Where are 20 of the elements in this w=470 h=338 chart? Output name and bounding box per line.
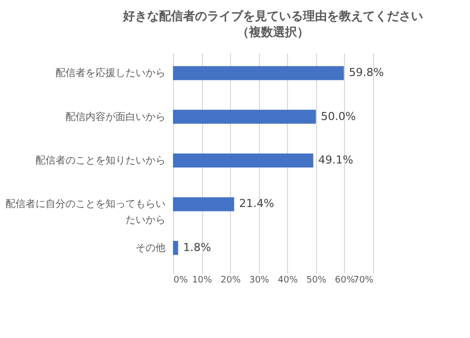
y-tick-label: 配信者に自分のことを知ってもらいたいから [6, 198, 166, 226]
y-tick-label: 配信内容が面白いから [66, 110, 166, 123]
chart-subtitle: （複数選択） [237, 25, 309, 39]
x-tick-label: 0% [174, 276, 188, 286]
x-tick-label: 60% [334, 276, 356, 286]
x-tick-label: 40% [278, 276, 298, 286]
y-tick-label: 配信者のことを知りたいから [36, 154, 166, 166]
data-label: 1.8% [183, 240, 212, 254]
y-tick-label: その他 [136, 242, 166, 254]
x-tick-label: 20% [220, 276, 242, 286]
data-label: 49.1% [318, 154, 354, 166]
data-label: 50.0% [320, 110, 356, 123]
data-label: 59.8% [348, 66, 384, 80]
x-tick-label: 70% [353, 276, 374, 286]
data-label: 21.4% [239, 197, 274, 210]
y-tick-label: 配信者を応援したいから [56, 67, 166, 80]
x-tick-label: 50% [306, 276, 327, 286]
chart-title: 好きな配信者のライブを見ている理由を教えてください [122, 9, 423, 23]
x-tick-label: 30% [249, 276, 270, 286]
x-tick-label: 10% [192, 276, 213, 286]
